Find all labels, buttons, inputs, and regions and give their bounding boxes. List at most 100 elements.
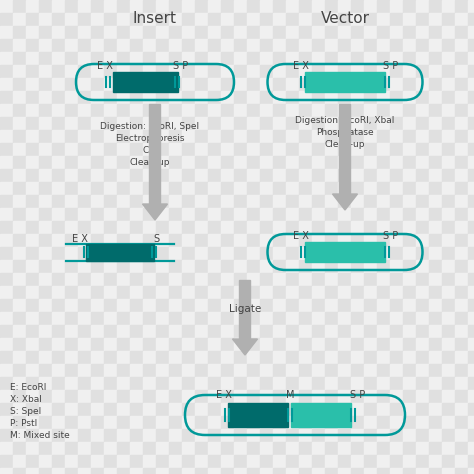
- Bar: [390, 286, 403, 299]
- Bar: [182, 234, 195, 247]
- Bar: [299, 130, 312, 143]
- Bar: [429, 364, 442, 377]
- Bar: [13, 260, 26, 273]
- Bar: [325, 442, 338, 455]
- Bar: [403, 429, 416, 442]
- Bar: [312, 338, 325, 351]
- Bar: [312, 299, 325, 312]
- Bar: [273, 130, 286, 143]
- Bar: [429, 130, 442, 143]
- Bar: [117, 364, 130, 377]
- Bar: [468, 143, 474, 156]
- Bar: [234, 312, 247, 325]
- Bar: [0, 130, 13, 143]
- Bar: [390, 65, 403, 78]
- Bar: [0, 143, 13, 156]
- Bar: [0, 39, 13, 52]
- Bar: [130, 143, 143, 156]
- Bar: [416, 325, 429, 338]
- Bar: [130, 403, 143, 416]
- Bar: [0, 208, 13, 221]
- Bar: [156, 403, 169, 416]
- Bar: [78, 195, 91, 208]
- Bar: [0, 182, 13, 195]
- Bar: [260, 299, 273, 312]
- Bar: [364, 104, 377, 117]
- Bar: [455, 377, 468, 390]
- Bar: [182, 286, 195, 299]
- Bar: [364, 143, 377, 156]
- Bar: [403, 325, 416, 338]
- Bar: [351, 143, 364, 156]
- Bar: [39, 338, 52, 351]
- Text: Digestion: EcoRI, Spel
Electrophoresis
Cut
Clean-up: Digestion: EcoRI, Spel Electrophoresis C…: [100, 122, 200, 167]
- Bar: [377, 247, 390, 260]
- Bar: [52, 52, 65, 65]
- Bar: [65, 169, 78, 182]
- Bar: [65, 208, 78, 221]
- Bar: [221, 260, 234, 273]
- Bar: [351, 78, 364, 91]
- Bar: [26, 234, 39, 247]
- Bar: [273, 286, 286, 299]
- Bar: [208, 338, 221, 351]
- Bar: [130, 364, 143, 377]
- Text: E X: E X: [293, 61, 309, 71]
- Bar: [325, 117, 338, 130]
- Bar: [78, 377, 91, 390]
- Bar: [156, 78, 169, 91]
- Bar: [91, 325, 104, 338]
- Bar: [260, 260, 273, 273]
- Bar: [130, 78, 143, 91]
- Bar: [351, 52, 364, 65]
- Bar: [377, 286, 390, 299]
- Bar: [234, 117, 247, 130]
- Bar: [416, 221, 429, 234]
- Bar: [117, 117, 130, 130]
- Bar: [0, 221, 13, 234]
- Bar: [364, 52, 377, 65]
- Bar: [182, 52, 195, 65]
- Bar: [13, 299, 26, 312]
- Bar: [78, 13, 91, 26]
- Bar: [104, 286, 117, 299]
- Bar: [364, 390, 377, 403]
- Bar: [195, 286, 208, 299]
- Bar: [182, 65, 195, 78]
- Bar: [182, 299, 195, 312]
- Bar: [26, 312, 39, 325]
- Bar: [455, 455, 468, 468]
- Bar: [377, 351, 390, 364]
- Bar: [455, 286, 468, 299]
- Bar: [338, 208, 351, 221]
- Bar: [338, 299, 351, 312]
- Bar: [338, 377, 351, 390]
- Bar: [39, 429, 52, 442]
- Bar: [403, 208, 416, 221]
- Bar: [91, 65, 104, 78]
- Bar: [468, 416, 474, 429]
- Bar: [312, 13, 325, 26]
- Bar: [312, 273, 325, 286]
- Bar: [39, 273, 52, 286]
- Bar: [455, 65, 468, 78]
- Bar: [351, 364, 364, 377]
- Bar: [169, 429, 182, 442]
- Bar: [416, 91, 429, 104]
- Bar: [468, 91, 474, 104]
- Bar: [286, 221, 299, 234]
- Bar: [338, 195, 351, 208]
- Bar: [104, 377, 117, 390]
- Bar: [26, 416, 39, 429]
- Bar: [208, 468, 221, 474]
- Bar: [195, 416, 208, 429]
- Bar: [13, 390, 26, 403]
- Bar: [442, 390, 455, 403]
- Bar: [429, 221, 442, 234]
- Bar: [182, 468, 195, 474]
- Bar: [455, 468, 468, 474]
- Bar: [312, 195, 325, 208]
- Bar: [364, 299, 377, 312]
- Bar: [286, 364, 299, 377]
- Bar: [156, 26, 169, 39]
